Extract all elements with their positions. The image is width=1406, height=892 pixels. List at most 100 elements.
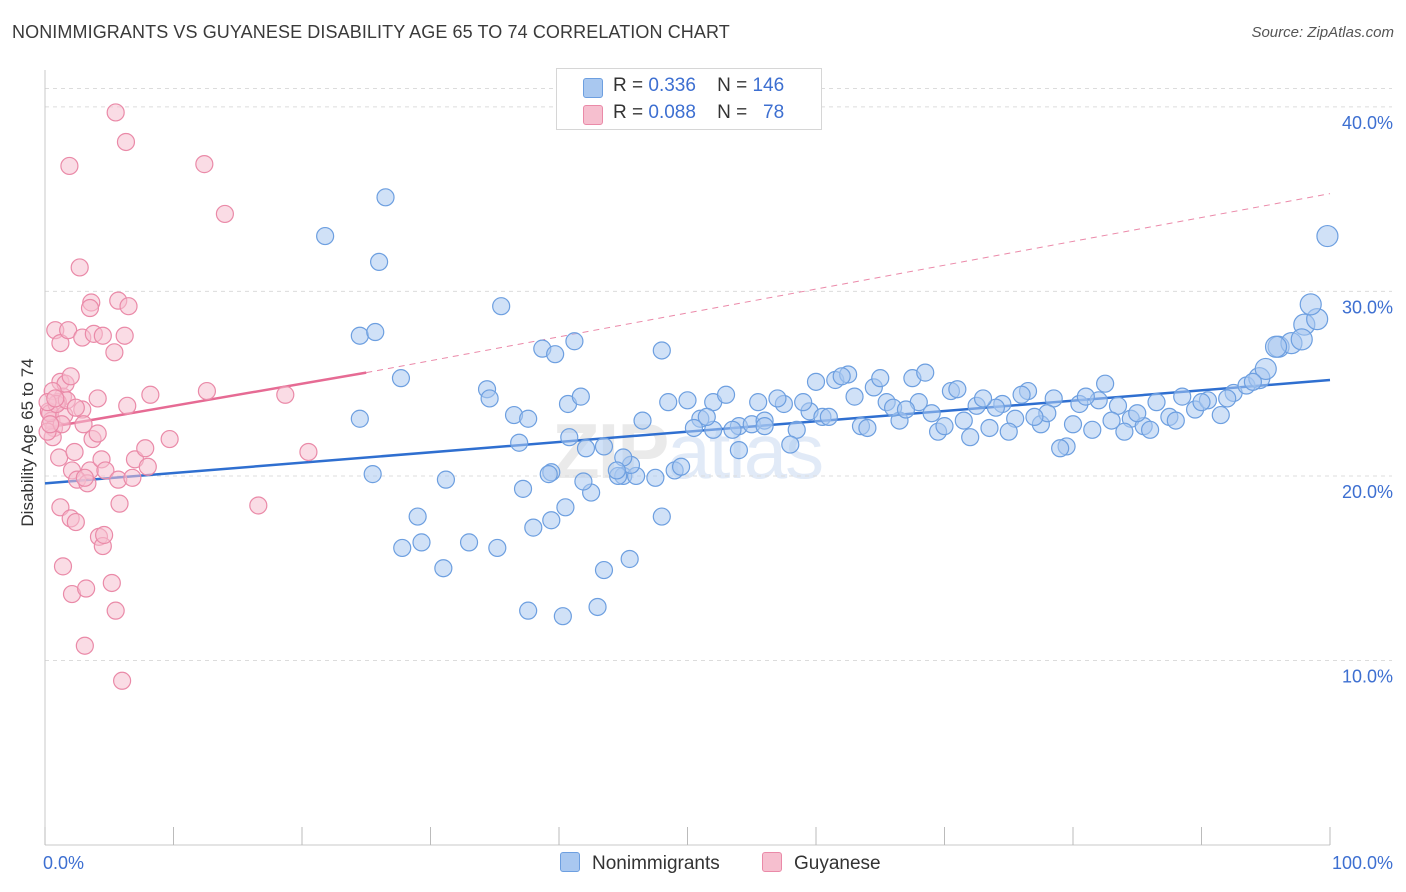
grid-lines xyxy=(45,87,1392,661)
nonimmigrants-point xyxy=(652,341,671,360)
guyanese-point xyxy=(75,468,94,487)
nonimmigrants-point xyxy=(916,363,935,382)
guyanese-point xyxy=(41,415,60,434)
nonimmigrants-point xyxy=(459,533,479,552)
guyanese-point xyxy=(136,439,155,458)
guyanese-point xyxy=(70,258,89,277)
guyanese-point xyxy=(46,389,65,408)
nonimmigrants-point xyxy=(1096,374,1115,393)
bottom-legend-nonimmigrants: Nonimmigrants xyxy=(560,852,720,875)
legend-n-label: N = xyxy=(717,102,748,123)
nonimmigrants-point xyxy=(1076,387,1095,406)
nonimmigrants-point xyxy=(723,420,742,439)
tick-labels: 10.0% 20.0% 30.0% 40.0% 0.0% 100.0% Disability… xyxy=(18,113,1393,873)
series-nonimmigrants-points xyxy=(316,188,1339,626)
guyanese-point xyxy=(195,155,214,174)
guyanese-point xyxy=(112,671,132,690)
guyanese-point xyxy=(197,381,217,401)
y-tick-label: 20.0% xyxy=(1342,482,1393,502)
legend-r-value: 0.336 xyxy=(648,75,696,96)
nonimmigrants-point xyxy=(1218,389,1237,408)
nonimmigrants-point xyxy=(1254,357,1277,381)
nonimmigrants-point xyxy=(768,389,787,408)
nonimmigrants-point xyxy=(576,439,596,458)
nonimmigrants-point xyxy=(935,417,954,436)
nonimmigrants-point xyxy=(519,601,538,620)
nonimmigrants-point xyxy=(588,597,607,617)
nonimmigrants-point xyxy=(393,538,412,558)
guyanese-point xyxy=(123,468,142,487)
nonimmigrants-point xyxy=(678,391,697,410)
nonimmigrants-point xyxy=(391,369,411,388)
y-tick-label: 40.0% xyxy=(1342,113,1393,133)
guyanese-point xyxy=(116,132,136,152)
guyanese-point xyxy=(60,156,79,176)
pink-swatch xyxy=(583,105,603,125)
nonimmigrants-point xyxy=(980,418,999,438)
nonimmigrants-point xyxy=(571,387,590,406)
nonimmigrants-point xyxy=(556,498,575,517)
nonimmigrants-point xyxy=(1012,385,1031,404)
nonimmigrants-point xyxy=(350,326,369,345)
nonimmigrants-point xyxy=(363,465,382,484)
guyanese-point xyxy=(106,601,125,620)
nonimmigrants-point xyxy=(896,400,916,419)
nonimmigrants-point xyxy=(948,380,967,399)
nonimmigrants-point xyxy=(755,417,774,436)
guyanese-point xyxy=(119,297,138,316)
nonimmigrants-point xyxy=(646,468,665,487)
legend-n-label: N = xyxy=(717,75,748,96)
guyanese-point xyxy=(299,442,318,462)
guyanese-point xyxy=(66,512,85,532)
nonimmigrants-point xyxy=(1140,420,1160,439)
nonimmigrants-point xyxy=(594,560,614,580)
y-tick-label: 10.0% xyxy=(1342,666,1393,686)
nonimmigrants-point xyxy=(973,389,993,408)
guyanese-point xyxy=(249,496,268,515)
legend-row-guyanese: R = 0.088 N = 78 xyxy=(557,101,821,127)
nonimmigrants-point xyxy=(594,437,614,456)
nonimmigrants-point xyxy=(781,435,800,454)
nonimmigrants-point xyxy=(546,345,565,364)
nonimmigrants-point xyxy=(1264,335,1288,358)
nonimmigrants-point xyxy=(845,387,864,406)
guyanese-point xyxy=(118,396,137,415)
nonimmigrants-point xyxy=(1290,328,1313,351)
guyanese-point xyxy=(106,103,125,122)
nonimmigrants-point xyxy=(1051,439,1070,458)
guyanese-point xyxy=(276,385,295,404)
nonimmigrants-point xyxy=(1025,407,1044,427)
nonimmigrants-point xyxy=(1173,387,1192,406)
legend-n-value: 146 xyxy=(752,75,785,96)
nonimmigrants-point xyxy=(513,479,533,498)
nonimmigrants-point xyxy=(350,409,369,428)
nonimmigrants-point xyxy=(806,372,826,391)
nonimmigrants-point xyxy=(794,393,813,412)
guyanese-point xyxy=(59,321,78,340)
guyanese-point xyxy=(75,636,94,655)
nonimmigrants-point xyxy=(519,409,538,428)
nonimmigrants-point xyxy=(819,407,838,427)
nonimmigrants-point xyxy=(1102,411,1121,430)
nonimmigrants-point xyxy=(370,252,389,272)
blue-swatch xyxy=(560,852,580,872)
nonimmigrants-point xyxy=(565,332,584,351)
guyanese-trend-line xyxy=(44,371,367,430)
nonimmigrants-point xyxy=(1316,224,1339,248)
guyanese-point xyxy=(51,498,70,517)
trend-lines xyxy=(44,193,1331,485)
nonimmigrants-point xyxy=(539,465,558,484)
nonimmigrants-point xyxy=(560,428,579,447)
nonimmigrants-point xyxy=(1147,393,1166,412)
nonimmigrants-point xyxy=(1115,422,1134,441)
nonimmigrants-point xyxy=(1128,404,1147,423)
guyanese-point xyxy=(77,579,96,598)
x-tick-label: 0.0% xyxy=(43,853,84,873)
nonimmigrants-point xyxy=(492,297,511,316)
blue-swatch xyxy=(583,78,603,98)
guyanese-point xyxy=(95,525,114,545)
nonimmigrants-point xyxy=(488,538,507,558)
nonimmigrants-point xyxy=(553,607,572,626)
guyanese-point xyxy=(102,573,121,593)
nonimmigrants-point xyxy=(434,559,453,578)
